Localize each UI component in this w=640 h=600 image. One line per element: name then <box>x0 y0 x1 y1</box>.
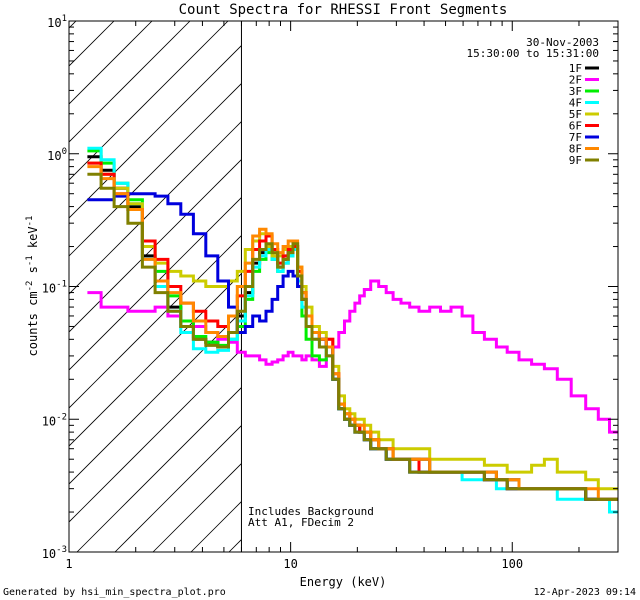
hatch-line <box>76 386 242 552</box>
footer-generator: Generated by hsi_min_spectra_plot.pro <box>3 587 226 598</box>
hatch-line <box>69 44 242 219</box>
legend-label-6f: 6F <box>569 120 582 133</box>
hatch-line <box>69 310 242 485</box>
y-label-exp3: -1 <box>25 216 35 227</box>
legend-label-9f: 9F <box>569 154 582 167</box>
y-tick-label: 10-1 <box>42 280 67 296</box>
series-5f <box>87 161 618 491</box>
hatch-line <box>69 196 242 371</box>
y-tick-label: 101 <box>47 14 67 30</box>
y-label-exp2: -1 <box>25 255 35 266</box>
x-tick-label: 10 <box>283 557 297 571</box>
y-label-mid: s <box>26 266 40 280</box>
annotation-background: Includes Background <box>248 505 374 518</box>
series-1f <box>87 155 618 501</box>
series-9f <box>87 172 618 501</box>
legend-label-4f: 4F <box>569 97 582 110</box>
series-8f <box>87 165 618 501</box>
hatch-line <box>69 234 242 409</box>
hatch-line <box>69 21 77 29</box>
time-range: 15:30:00 to 15:31:00 <box>467 47 599 60</box>
y-tick-base: 10 <box>42 547 56 561</box>
series-group <box>87 146 618 514</box>
hatch-line <box>69 348 242 523</box>
x-tick-labels: 1 10 100 <box>65 557 523 571</box>
hatch-line <box>152 462 242 552</box>
observation-date: 30-Nov-2003 <box>526 36 599 49</box>
hatch-line <box>114 424 242 552</box>
hatch-line <box>69 21 191 143</box>
hatch-line <box>69 120 242 295</box>
y-label-unit: keV <box>26 226 40 255</box>
legend-label-3f: 3F <box>569 85 582 98</box>
series-2f <box>87 279 618 434</box>
hatch-line <box>305 0 640 552</box>
y-axis-label: counts cm-2 s-1 keV-1 <box>25 216 40 357</box>
x-tick-label: 100 <box>501 557 523 571</box>
y-tick-base: 10 <box>47 149 61 163</box>
legend-label-2f: 2F <box>569 74 582 87</box>
y-tick-exp: 0 <box>62 147 67 157</box>
legend-label-1f: 1F <box>569 62 582 75</box>
hatch-line <box>69 272 242 447</box>
hatch-line <box>0 0 29 552</box>
y-label-exp1: -2 <box>25 281 35 292</box>
axis-ticks <box>68 20 619 553</box>
legend-label-8f: 8F <box>569 143 582 156</box>
attenuator-hatch-region <box>0 0 640 552</box>
y-tick-label: 100 <box>47 147 67 163</box>
x-axis-label: Energy (keV) <box>300 575 387 589</box>
series-7f <box>87 192 618 501</box>
x-tick-label: 1 <box>65 557 72 571</box>
annotation-attenuator: Att A1, FDecim 2 <box>248 516 354 529</box>
y-tick-exp: -3 <box>56 545 67 555</box>
y-tick-base: 10 <box>42 414 56 428</box>
y-tick-base: 10 <box>42 282 56 296</box>
y-tick-label: 10-2 <box>42 412 67 428</box>
plot-frame <box>68 20 619 553</box>
hatch-line <box>69 21 153 105</box>
y-label-base: counts cm <box>26 291 40 356</box>
footer-timestamp: 12-Apr-2023 09:14 <box>534 587 636 598</box>
legend-label-5f: 5F <box>569 108 582 121</box>
y-tick-exp: 1 <box>62 14 67 24</box>
y-tick-label: 10-3 <box>42 545 67 561</box>
hatch-line <box>69 158 242 333</box>
chart-title: Count Spectra for RHESSI Front Segments <box>179 2 508 18</box>
hatch-line <box>69 21 229 181</box>
legend-label-7f: 7F <box>569 131 582 144</box>
series-6f <box>87 161 618 501</box>
y-tick-exp: -2 <box>56 412 67 422</box>
y-tick-exp: -1 <box>56 280 67 290</box>
hatch-line <box>69 82 242 257</box>
y-tick-base: 10 <box>47 16 61 30</box>
hatch-line <box>267 0 640 552</box>
